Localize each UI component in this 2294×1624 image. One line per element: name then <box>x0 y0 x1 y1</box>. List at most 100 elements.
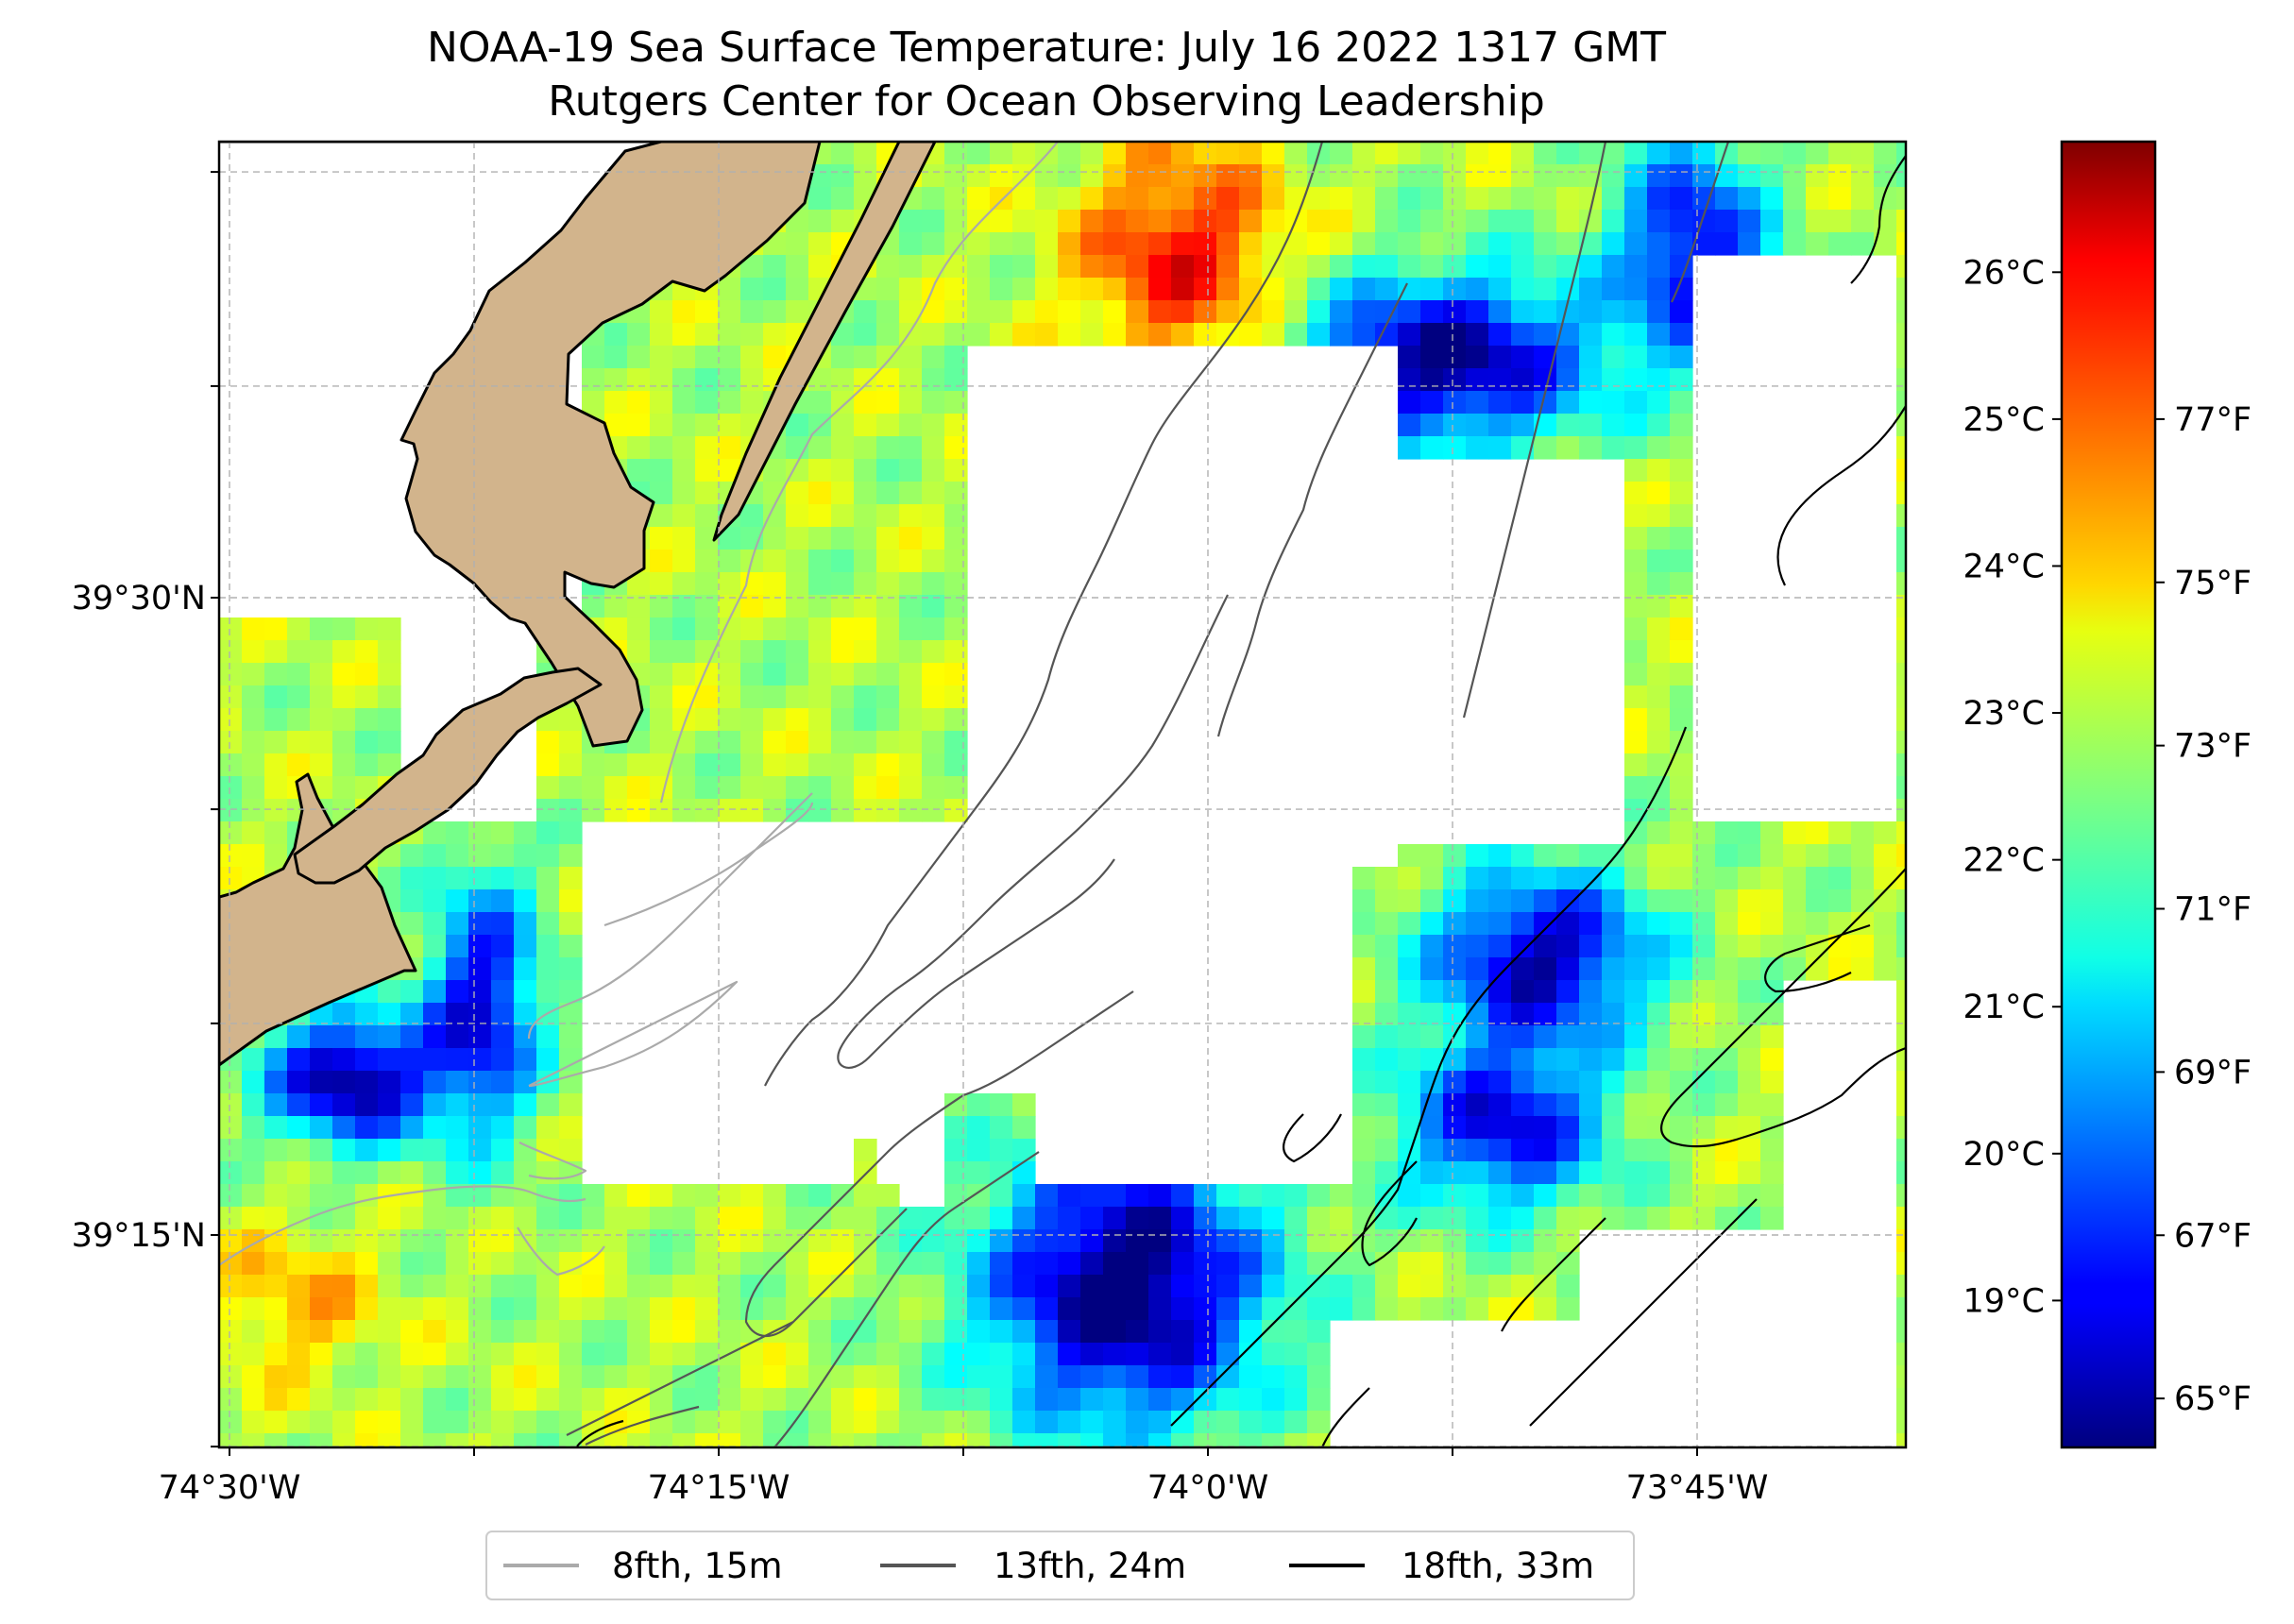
sst-cell <box>763 640 787 664</box>
sst-cell <box>1670 731 1693 754</box>
sst-cell <box>876 436 900 460</box>
sst-cell <box>582 1229 605 1253</box>
sst-cell <box>219 799 243 822</box>
sst-cell <box>400 1433 424 1447</box>
sst-cell <box>400 889 424 913</box>
sst-cell <box>1624 867 1648 890</box>
sst-cell <box>1670 346 1693 369</box>
sst-cell <box>740 300 764 324</box>
sst-cell <box>1670 164 1693 188</box>
sst-cell <box>740 323 764 347</box>
sst-cell <box>1602 1161 1625 1185</box>
sst-cell <box>899 550 923 573</box>
sst-cell <box>1715 1161 1739 1185</box>
sst-cell <box>1511 210 1535 233</box>
sst-cell <box>1534 957 1557 981</box>
sst-cell <box>1511 980 1535 1004</box>
sst-cell <box>831 142 855 165</box>
sst-cell <box>1103 300 1127 324</box>
sst-cell <box>1352 255 1376 279</box>
sst-cell <box>922 164 945 188</box>
sst-cell <box>1896 232 1906 256</box>
sst-cell <box>718 1229 741 1253</box>
sst-cell <box>355 1297 379 1321</box>
sst-cell <box>1352 1184 1376 1208</box>
sst-cell <box>1738 1003 1761 1026</box>
sst-cell <box>1851 210 1875 233</box>
sst-cell <box>1035 1297 1059 1321</box>
sst-cell <box>922 595 945 618</box>
sst-cell <box>1443 368 1467 392</box>
sst-cell <box>1239 1388 1263 1412</box>
sst-cell <box>1783 912 1807 936</box>
sst-cell <box>1103 1207 1127 1230</box>
sst-cell <box>1534 1071 1557 1094</box>
sst-cell <box>1488 255 1512 279</box>
sst-cell <box>446 1343 469 1366</box>
sst-cell <box>1760 1184 1784 1208</box>
sst-cell <box>1284 1229 1308 1253</box>
sst-cell <box>1375 1252 1399 1276</box>
sst-cell <box>1670 980 1693 1004</box>
sst-cell <box>1783 164 1807 188</box>
sst-cell <box>1692 980 1716 1004</box>
sst-cell <box>695 391 719 414</box>
sst-cell <box>1511 1139 1535 1162</box>
sst-cell <box>1012 210 1036 233</box>
sst-cell <box>967 210 991 233</box>
sst-cell <box>718 640 741 664</box>
sst-cell <box>672 1343 696 1366</box>
sst-cell <box>1602 867 1625 890</box>
sst-cell <box>854 164 877 188</box>
sst-cell <box>1307 1343 1331 1366</box>
sst-cell <box>922 323 945 347</box>
sst-cell <box>491 1161 515 1185</box>
sst-cell <box>944 731 968 754</box>
sst-cell <box>967 187 991 211</box>
sst-cell <box>1783 844 1807 868</box>
sst-cell <box>967 142 991 165</box>
sst-cell <box>1624 391 1648 414</box>
sst-cell <box>1443 1229 1467 1253</box>
sst-cell <box>1443 1297 1467 1321</box>
sst-cell <box>219 1207 243 1230</box>
sst-cell <box>378 1025 401 1049</box>
sst-cell <box>1398 210 1421 233</box>
sst-cell <box>876 391 900 414</box>
sst-cell <box>650 300 673 324</box>
sst-cell <box>740 1229 764 1253</box>
sst-cell <box>1330 323 1353 347</box>
sst-cell <box>219 685 243 709</box>
sst-cell <box>990 187 1013 211</box>
sst-cell <box>242 1411 265 1434</box>
sst-cell <box>514 889 537 913</box>
sst-cell <box>922 1411 945 1434</box>
sst-cell <box>446 889 469 913</box>
sst-cell <box>1035 1207 1059 1230</box>
sst-cell <box>1080 1275 1104 1298</box>
sst-cell <box>423 1207 447 1230</box>
sst-cell <box>582 1184 605 1208</box>
contour-18fth <box>575 155 1906 1447</box>
sst-cell <box>1602 1139 1625 1162</box>
sst-cell <box>1760 821 1784 845</box>
sst-cell <box>1216 187 1240 211</box>
sst-cell <box>899 617 923 641</box>
sst-cell <box>287 1411 311 1434</box>
sst-cell <box>1058 232 1081 256</box>
sst-cell <box>1488 300 1512 324</box>
sst-cell <box>786 232 809 256</box>
sst-cell <box>400 1320 424 1344</box>
colorbar-label-c: 19°C <box>1963 1282 2045 1320</box>
sst-cell <box>1511 1161 1535 1185</box>
sst-cell <box>1103 1388 1127 1412</box>
sst-cell <box>332 1048 356 1072</box>
sst-cell <box>650 1343 673 1366</box>
sst-cell <box>1488 164 1512 188</box>
sst-cell <box>990 1388 1013 1412</box>
sst-cell <box>400 1275 424 1298</box>
sst-cell <box>1012 142 1036 165</box>
sst-cell <box>876 368 900 392</box>
sst-cell <box>718 391 741 414</box>
